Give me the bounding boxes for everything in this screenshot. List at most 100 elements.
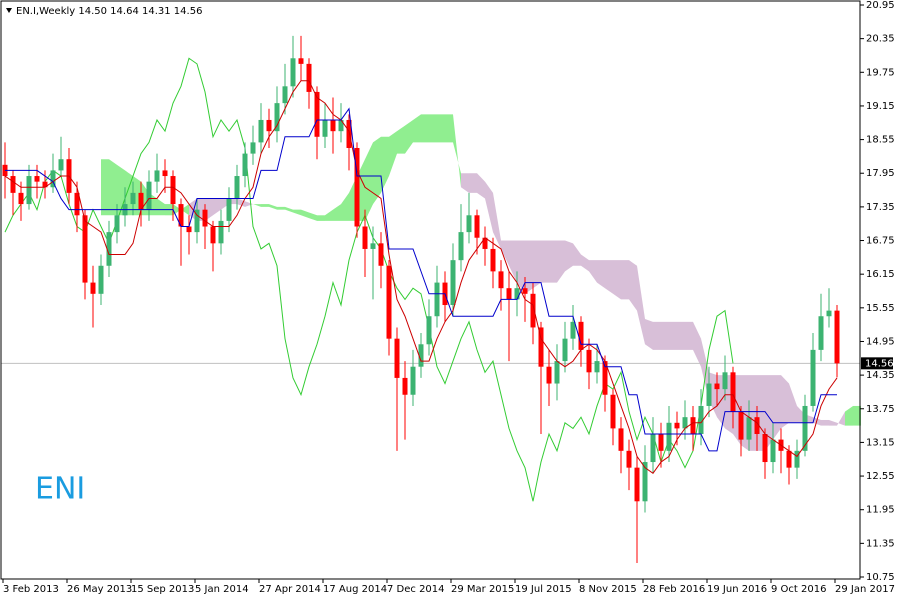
cloud-segment: [157, 198, 165, 216]
candle-body: [362, 226, 368, 249]
x-tick-label: 9 Oct 2016: [771, 584, 826, 595]
cloud-segment: [533, 240, 541, 289]
cloud-segment: [669, 321, 677, 350]
candle-body: [114, 215, 120, 233]
cloud-segment: [525, 240, 533, 294]
cloud-segment: [565, 240, 573, 272]
candle-body: [586, 349, 592, 373]
candle-body: [18, 192, 24, 205]
cloud-segment: [309, 212, 317, 221]
cloud-segment: [661, 321, 669, 350]
candle-body: [146, 181, 152, 210]
candle-body: [770, 439, 776, 463]
candle-body: [490, 248, 496, 272]
cloud-segment: [509, 240, 517, 283]
x-tick-label: 27 Apr 2014: [259, 584, 321, 595]
candle-body: [186, 226, 192, 233]
candle-body: [82, 215, 88, 283]
candle-body: [90, 282, 96, 294]
cloud-segment: [573, 243, 581, 266]
candle-body: [10, 176, 16, 193]
cloud-segment: [605, 260, 613, 294]
candle-body: [178, 204, 184, 227]
candle-body: [546, 366, 552, 384]
candle-body: [98, 265, 104, 294]
cloud-segment: [477, 173, 485, 199]
cloud-segment: [453, 114, 461, 188]
candle-body: [418, 344, 424, 367]
x-tick-label: 3 Feb 2013: [3, 584, 59, 595]
candle-body: [714, 383, 720, 390]
candle-body: [826, 310, 832, 317]
candle-body: [690, 417, 696, 434]
y-tick-label: 19.75: [866, 67, 895, 78]
cloud-segment: [853, 405, 861, 426]
cloud-segment: [301, 209, 309, 219]
cloud-segment: [469, 173, 477, 193]
candle-body: [570, 321, 576, 339]
candle-body: [154, 170, 160, 182]
y-tick-label: 11.95: [866, 505, 895, 516]
cloud-segment: [589, 260, 597, 283]
cloud-segment: [429, 114, 437, 143]
kijun-line: [5, 107, 837, 452]
candle-body: [242, 153, 248, 177]
cloud-segment: [557, 240, 565, 283]
candle-body: [258, 119, 264, 143]
candle-body: [266, 119, 272, 132]
candle-body: [730, 372, 736, 412]
cloud-segment: [437, 114, 445, 143]
candle-body: [506, 288, 512, 300]
cloud-segment: [381, 136, 389, 193]
cloud-segment: [181, 204, 189, 216]
candle-body: [314, 91, 320, 137]
candle-body: [578, 321, 584, 350]
candle-body: [450, 260, 456, 306]
cloud-segment: [765, 375, 773, 451]
candle-body: [234, 176, 240, 199]
cloud-segment: [517, 240, 525, 294]
cloud-segment: [501, 240, 509, 266]
cloud-segment: [269, 204, 277, 210]
candle-body: [746, 417, 752, 440]
candle-body: [626, 450, 632, 468]
candle-body: [26, 176, 32, 205]
candle-body: [298, 58, 304, 64]
menu-triangle[interactable]: [6, 8, 12, 13]
y-tick-label: 16.75: [866, 236, 895, 247]
x-tick-label: 29 Mar 2015: [451, 584, 514, 595]
cloud-segment: [485, 181, 493, 233]
price-label: 14.56: [865, 358, 894, 369]
cloud-segment: [253, 204, 261, 207]
candle-body: [282, 86, 288, 104]
candle-body: [634, 467, 640, 502]
cloud-segment: [213, 198, 221, 216]
candle-body: [250, 142, 256, 154]
candle-body: [802, 405, 808, 451]
cloud-segment: [109, 159, 117, 216]
cloud-segment: [365, 142, 373, 221]
candle-body: [218, 220, 224, 244]
cloud-segment: [829, 419, 837, 426]
cloud-segment: [261, 204, 269, 207]
candle-body: [42, 181, 48, 188]
candle-body: [402, 377, 408, 395]
y-tick-label: 20.35: [866, 34, 895, 45]
candle-body: [650, 434, 656, 463]
x-tick-label: 29 Jan 2017: [835, 584, 895, 595]
candle-body: [210, 226, 216, 244]
x-tick-label: 8 Nov 2015: [579, 584, 637, 595]
cloud-segment: [277, 206, 285, 210]
candle-body: [202, 209, 208, 227]
y-tick-label: 14.95: [866, 336, 895, 347]
candle-body: [354, 148, 360, 227]
candle-body: [170, 176, 176, 205]
cloud-segment: [773, 375, 781, 440]
y-tick-label: 17.35: [866, 202, 895, 213]
candle-body: [762, 434, 768, 463]
cloud-segment: [541, 240, 549, 283]
cloud-segment: [317, 215, 325, 221]
candle-body: [498, 271, 504, 289]
cloud-segment: [445, 114, 453, 143]
